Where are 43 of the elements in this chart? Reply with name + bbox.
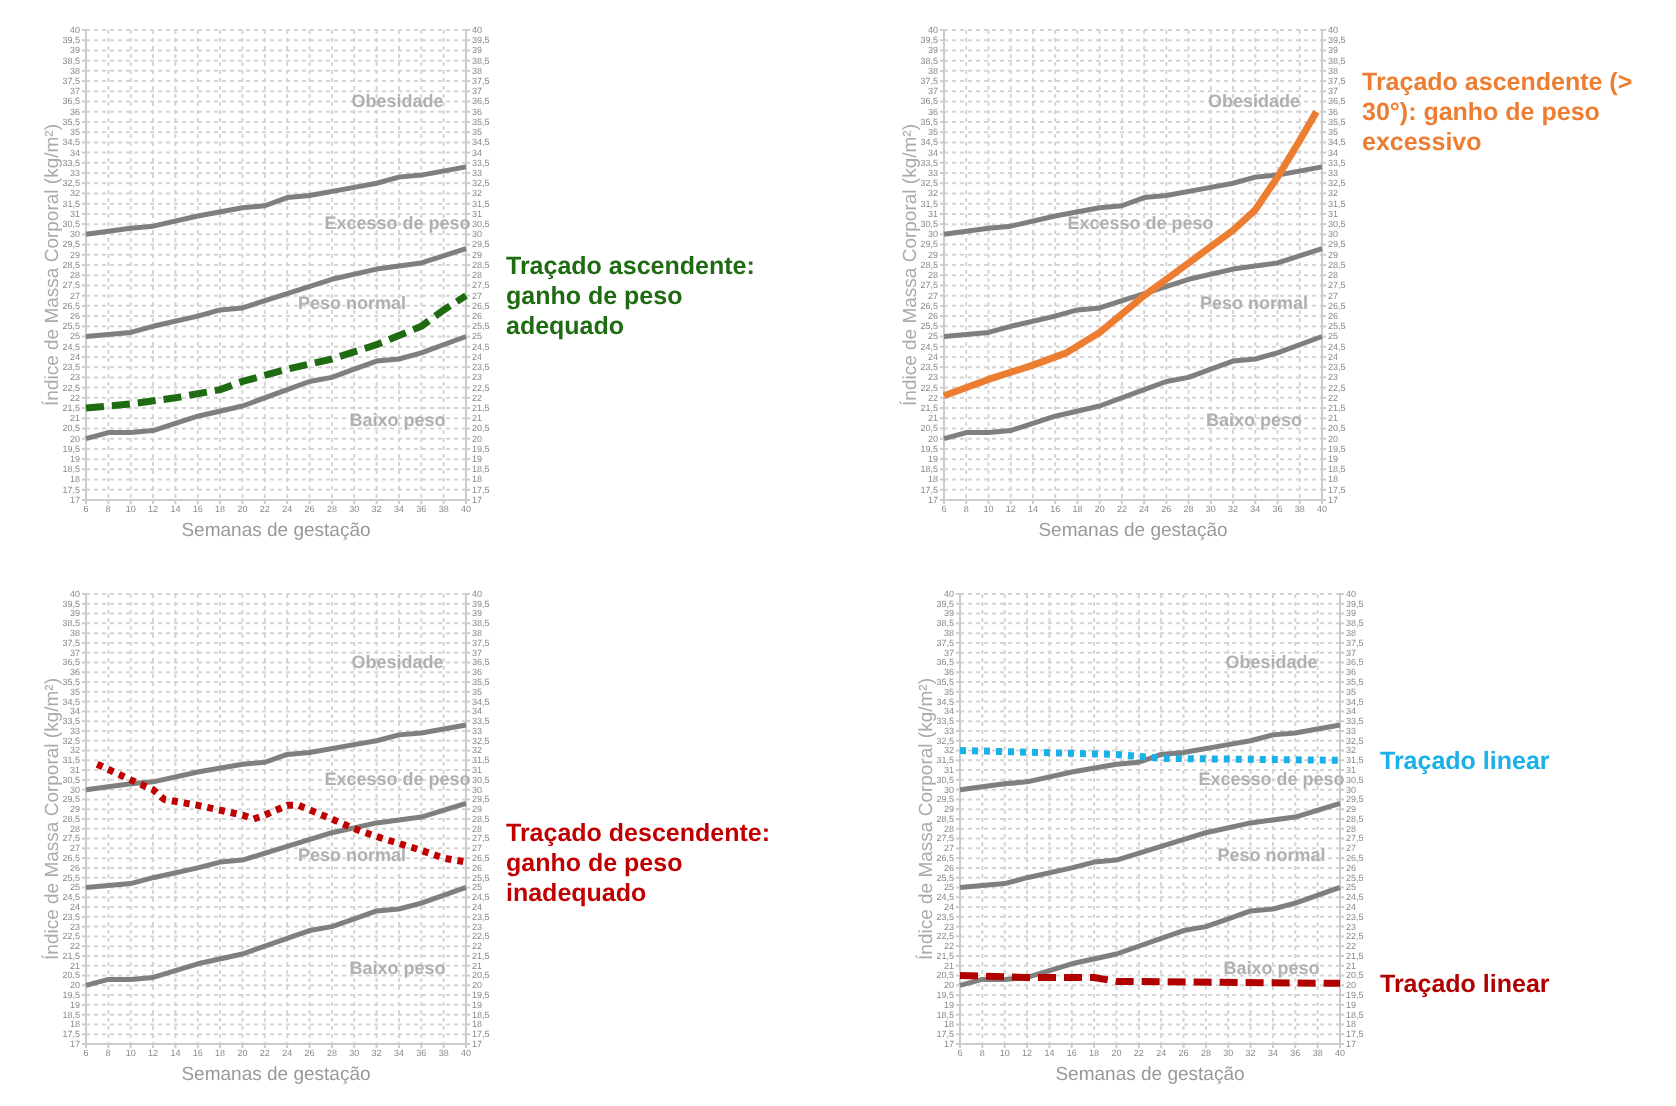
annotation: Peso normal (1217, 845, 1326, 866)
series-label: Traçado linear (1380, 970, 1550, 999)
x-axis-title: Semanas de gestação (1055, 1064, 1245, 1086)
annotation: Baixo peso (1205, 410, 1303, 431)
annotation: Baixo peso (1223, 957, 1321, 978)
line-series (940, 108, 1320, 400)
line-series (93, 760, 470, 866)
annotation: Peso normal (297, 292, 407, 313)
series-label: Traçado ascendente (> 30°): ganho de peso excessivo (1362, 68, 1633, 157)
line-series (941, 334, 1325, 442)
series-label: Traçado ascendente: ganho de peso adequado (506, 252, 755, 341)
y-axis-title: Índice de Massa Corporal (kg/m²) (914, 678, 938, 960)
line-series (941, 164, 1325, 237)
annotation: Excesso de peso (1198, 768, 1346, 789)
annotation: Baixo peso (349, 957, 447, 978)
annotation: Excesso de peso (324, 768, 472, 789)
annotation: Excesso de peso (324, 213, 472, 233)
annotation: Peso normal (297, 845, 407, 866)
series-label: Traçado descendente: ganho de peso inadequado (506, 818, 770, 907)
line-series (83, 884, 469, 988)
line-series (83, 334, 469, 442)
y-axis-title: Índice de Massa Corporal (kg/m²) (40, 678, 64, 960)
annotation: Obesidade (1207, 90, 1300, 111)
line-series (83, 722, 469, 793)
annotation: Excesso de peso (1067, 213, 1215, 233)
line-series (957, 800, 1343, 890)
annotation: Baixo peso (349, 410, 447, 431)
line-series (83, 164, 469, 237)
y-axis-title: Índice de Massa Corporal (kg/m²) (898, 124, 922, 406)
line-series (82, 292, 470, 412)
y-axis-title: Índice de Massa Corporal (kg/m²) (40, 124, 64, 406)
series-label: Traçado linear (1380, 747, 1550, 776)
x-axis-title: Semanas de gestação (181, 1064, 371, 1086)
x-axis-title: Semanas de gestação (181, 520, 371, 542)
annotation: Obesidade (1225, 651, 1318, 672)
x-axis-title: Semanas de gestação (1038, 520, 1228, 542)
line-series (83, 246, 469, 340)
annotation: Peso normal (1199, 292, 1308, 313)
line-series (941, 246, 1325, 340)
annotation: Obesidade (351, 90, 444, 111)
line-series (83, 800, 469, 890)
annotation: Obesidade (351, 651, 444, 672)
line-series (957, 722, 1343, 793)
